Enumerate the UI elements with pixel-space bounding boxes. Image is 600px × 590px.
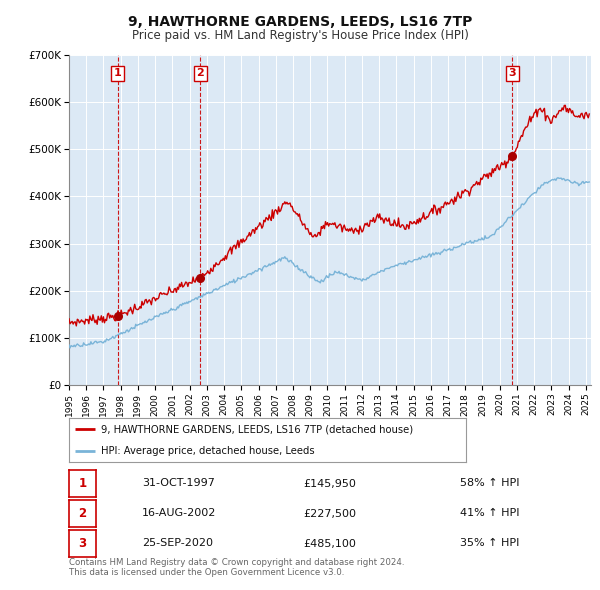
Text: £485,100: £485,100 (304, 539, 356, 549)
Text: £227,500: £227,500 (304, 509, 356, 519)
Text: 9, HAWTHORNE GARDENS, LEEDS, LS16 7TP: 9, HAWTHORNE GARDENS, LEEDS, LS16 7TP (128, 15, 472, 29)
Text: Contains HM Land Registry data © Crown copyright and database right 2024.
This d: Contains HM Land Registry data © Crown c… (69, 558, 404, 577)
Text: 41% ↑ HPI: 41% ↑ HPI (461, 509, 520, 519)
Text: 3: 3 (508, 68, 516, 78)
Text: 58% ↑ HPI: 58% ↑ HPI (461, 478, 520, 489)
Text: 16-AUG-2002: 16-AUG-2002 (142, 509, 217, 519)
Text: 35% ↑ HPI: 35% ↑ HPI (461, 539, 520, 549)
Text: 25-SEP-2020: 25-SEP-2020 (142, 539, 213, 549)
Text: 9, HAWTHORNE GARDENS, LEEDS, LS16 7TP (detached house): 9, HAWTHORNE GARDENS, LEEDS, LS16 7TP (d… (101, 424, 413, 434)
Text: 2: 2 (79, 507, 86, 520)
Text: 1: 1 (79, 477, 86, 490)
Text: 1: 1 (114, 68, 122, 78)
Text: 31-OCT-1997: 31-OCT-1997 (142, 478, 215, 489)
Text: 2: 2 (196, 68, 204, 78)
Text: £145,950: £145,950 (304, 478, 356, 489)
Text: Price paid vs. HM Land Registry's House Price Index (HPI): Price paid vs. HM Land Registry's House … (131, 30, 469, 42)
Text: 3: 3 (79, 537, 86, 550)
Text: HPI: Average price, detached house, Leeds: HPI: Average price, detached house, Leed… (101, 445, 314, 455)
